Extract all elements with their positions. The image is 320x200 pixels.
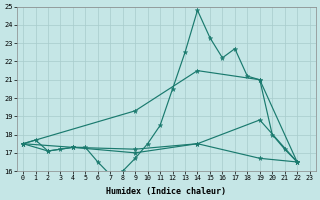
X-axis label: Humidex (Indice chaleur): Humidex (Indice chaleur) (106, 187, 226, 196)
